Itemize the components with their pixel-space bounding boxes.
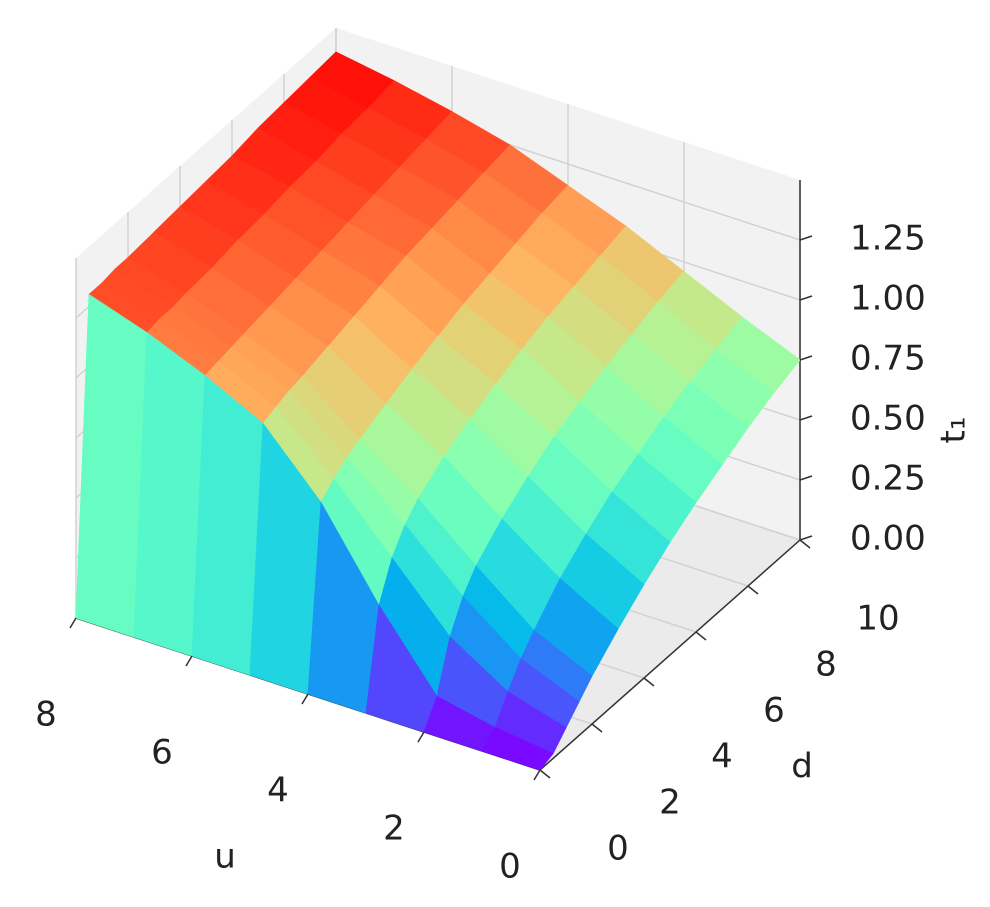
z-tick-label: 0.75 bbox=[850, 339, 926, 379]
z-tick bbox=[799, 295, 813, 301]
y-axis-label: d bbox=[791, 747, 813, 787]
x-tick bbox=[185, 655, 193, 667]
y-tick-label: 8 bbox=[815, 645, 837, 685]
x-tick bbox=[69, 617, 77, 629]
y-tick bbox=[695, 631, 707, 641]
z-tick-label: 0.25 bbox=[850, 459, 926, 499]
z-tick-label: 0.50 bbox=[850, 399, 926, 439]
x-tick bbox=[417, 731, 425, 743]
y-tick bbox=[591, 723, 603, 733]
z-tick bbox=[799, 355, 813, 361]
y-axis-line bbox=[539, 539, 801, 771]
z-tick-label: 0.00 bbox=[850, 519, 926, 559]
z-tick-label: 1.25 bbox=[850, 219, 926, 259]
z-tick bbox=[799, 475, 813, 481]
z-tick bbox=[799, 235, 813, 241]
x-tick-label: 0 bbox=[499, 847, 521, 887]
y-tick-label: 2 bbox=[659, 783, 681, 823]
z-tick bbox=[799, 535, 813, 541]
x-axis-label: u bbox=[214, 837, 236, 877]
y-tick bbox=[799, 539, 811, 549]
surface-patch bbox=[481, 726, 554, 771]
x-tick-label: 6 bbox=[151, 733, 173, 773]
y-tick bbox=[539, 769, 551, 779]
x-tick bbox=[533, 769, 541, 781]
z-tick bbox=[799, 415, 813, 421]
x-tick-label: 8 bbox=[35, 695, 57, 735]
y-tick-label: 10 bbox=[856, 599, 899, 639]
y-tick-label: 0 bbox=[607, 829, 629, 869]
x-tick-label: 2 bbox=[383, 809, 405, 849]
z-axis-label: t₁ bbox=[934, 417, 974, 444]
y-tick bbox=[747, 585, 759, 595]
y-tick-label: 6 bbox=[763, 691, 785, 731]
y-tick bbox=[643, 677, 655, 687]
y-tick-label: 4 bbox=[711, 737, 733, 777]
x-tick bbox=[301, 693, 309, 705]
x-tick-label: 4 bbox=[267, 771, 289, 811]
z-tick-label: 1.00 bbox=[850, 279, 926, 319]
